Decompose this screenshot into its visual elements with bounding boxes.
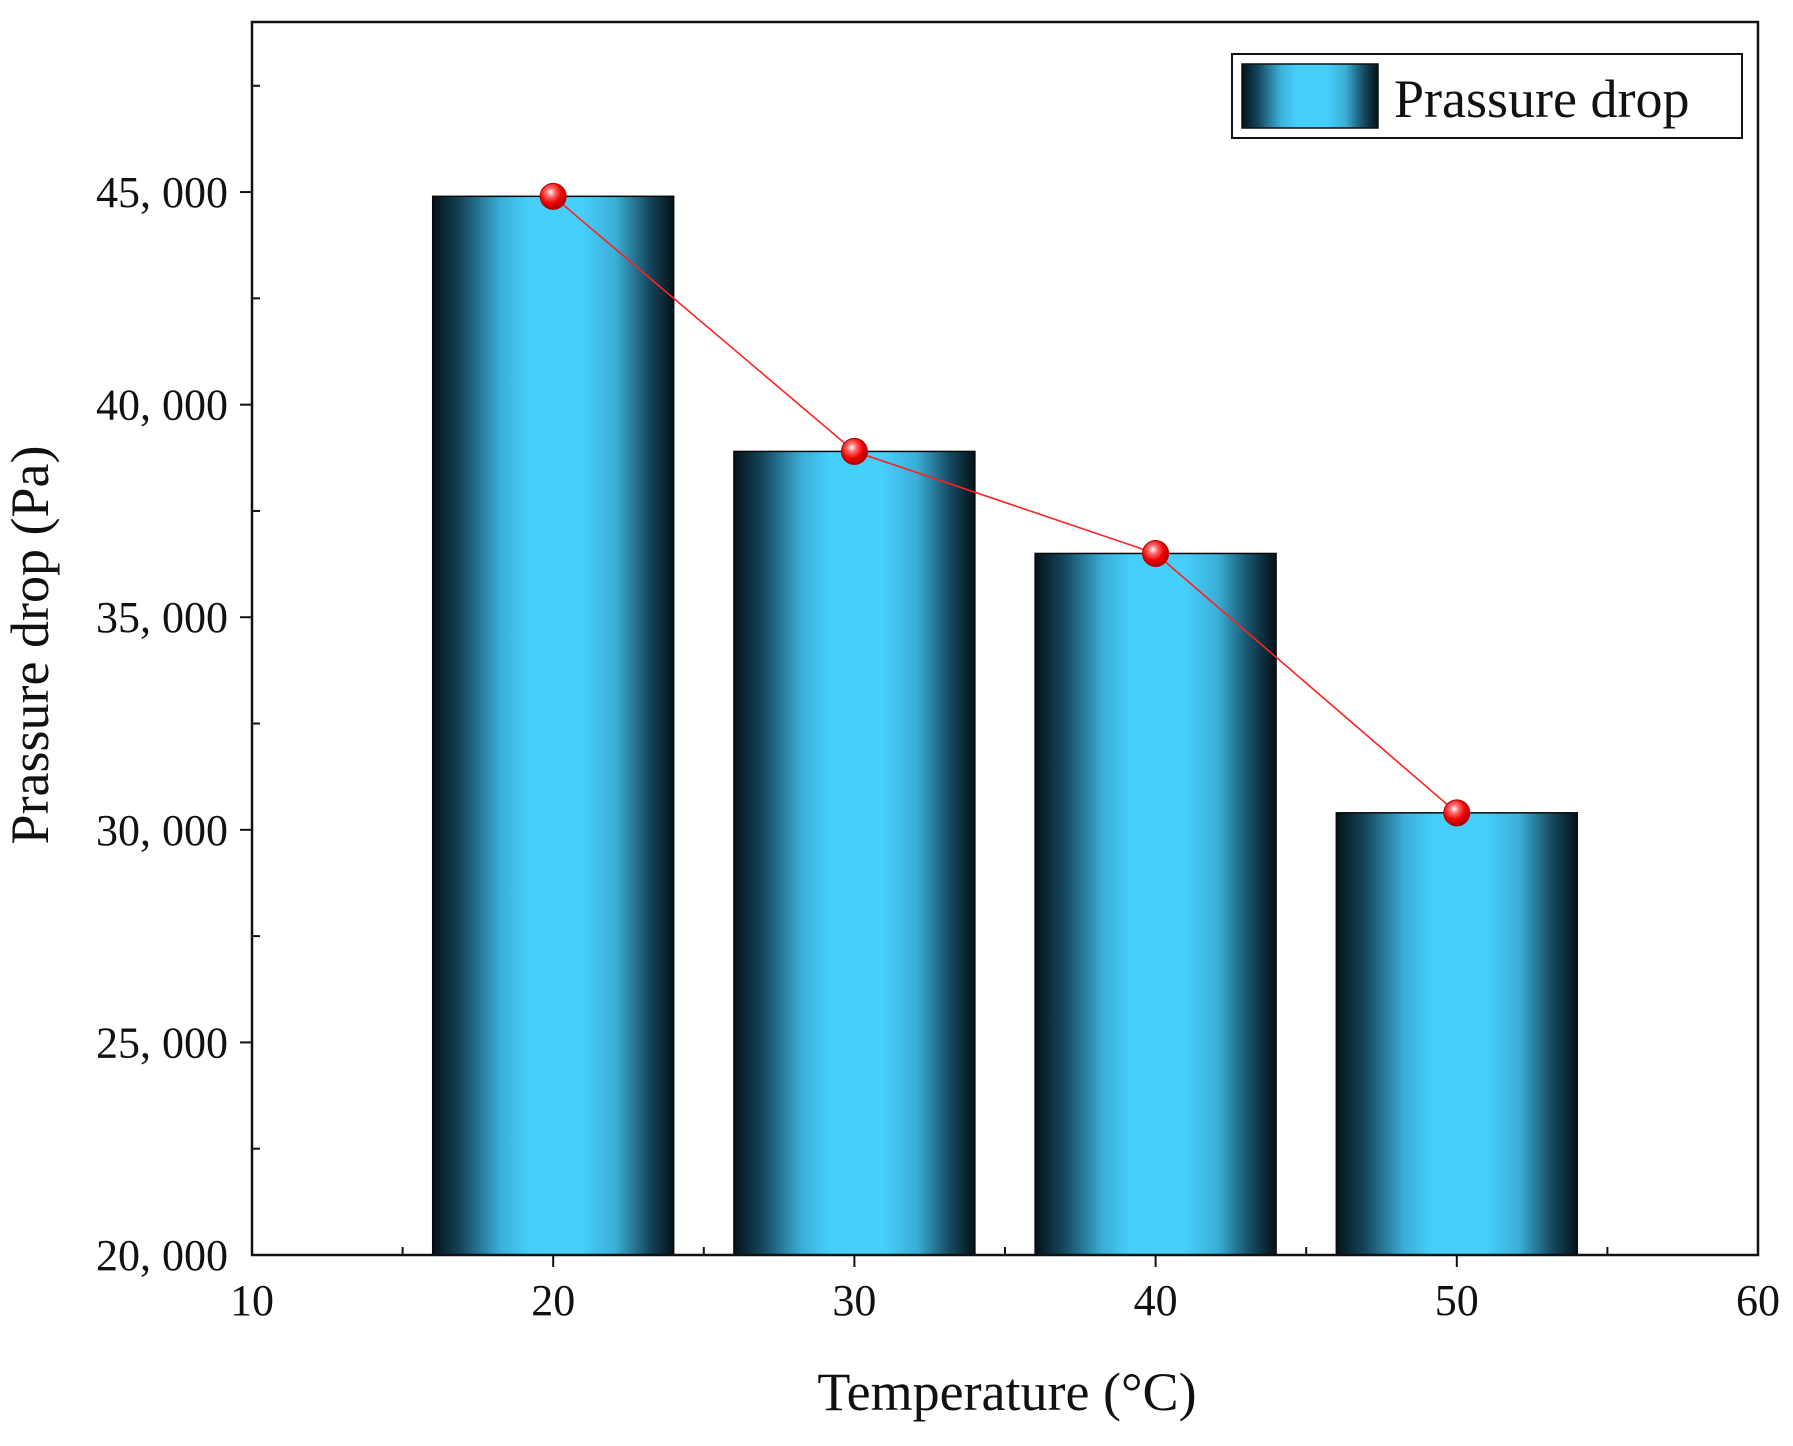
- marker-30: [840, 437, 868, 465]
- y-tick-label-25000: 25, 000: [96, 1018, 228, 1067]
- legend-label: Prassure drop: [1394, 69, 1689, 129]
- y-tick-label-20000: 20, 000: [96, 1231, 228, 1280]
- x-tick-label-10: 10: [230, 1276, 274, 1325]
- bar-20: [431, 195, 675, 1256]
- y-tick-label-35000: 35, 000: [96, 593, 228, 642]
- y-tick-label-40000: 40, 000: [96, 381, 228, 430]
- x-tick-label-50: 50: [1435, 1276, 1479, 1325]
- x-axis-title: Temperature (°C): [817, 1362, 1196, 1422]
- marker-40: [1142, 539, 1170, 567]
- y-axis-title: Prassure drop (Pa): [0, 446, 60, 845]
- x-tick-label-40: 40: [1134, 1276, 1178, 1325]
- legend: Prassure drop: [1231, 53, 1743, 139]
- legend-swatch: [1241, 63, 1379, 129]
- bar-30: [733, 450, 976, 1256]
- x-tick-label-30: 30: [832, 1276, 876, 1325]
- line-series: [552, 195, 1458, 814]
- bar-40: [1034, 552, 1277, 1256]
- marker-20: [539, 182, 567, 210]
- y-tick-label-45000: 45, 000: [96, 168, 228, 217]
- marker-50: [1443, 799, 1471, 827]
- bars-layer: [431, 195, 1579, 1256]
- x-tick-label-60: 60: [1736, 1276, 1780, 1325]
- bar-50: [1335, 812, 1579, 1256]
- x-tick-label-20: 20: [531, 1276, 575, 1325]
- line-layer: [539, 182, 1471, 827]
- y-tick-label-30000: 30, 000: [96, 806, 228, 855]
- axes-layer: 10 20 30 40 50 60 20, 000 25, 000 30, 000 35, 000…: [96, 20, 1780, 1325]
